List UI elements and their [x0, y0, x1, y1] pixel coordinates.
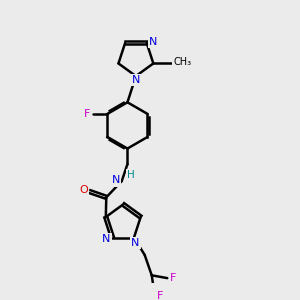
Text: N: N	[132, 75, 140, 85]
Text: N: N	[149, 37, 157, 46]
Text: N: N	[102, 234, 110, 244]
Text: N: N	[111, 176, 120, 185]
Text: F: F	[83, 109, 90, 119]
Text: O: O	[80, 185, 88, 195]
Text: F: F	[170, 273, 176, 283]
Text: CH₃: CH₃	[173, 57, 191, 67]
Text: H: H	[127, 170, 135, 180]
Text: N: N	[131, 238, 140, 248]
Text: F: F	[157, 291, 164, 300]
